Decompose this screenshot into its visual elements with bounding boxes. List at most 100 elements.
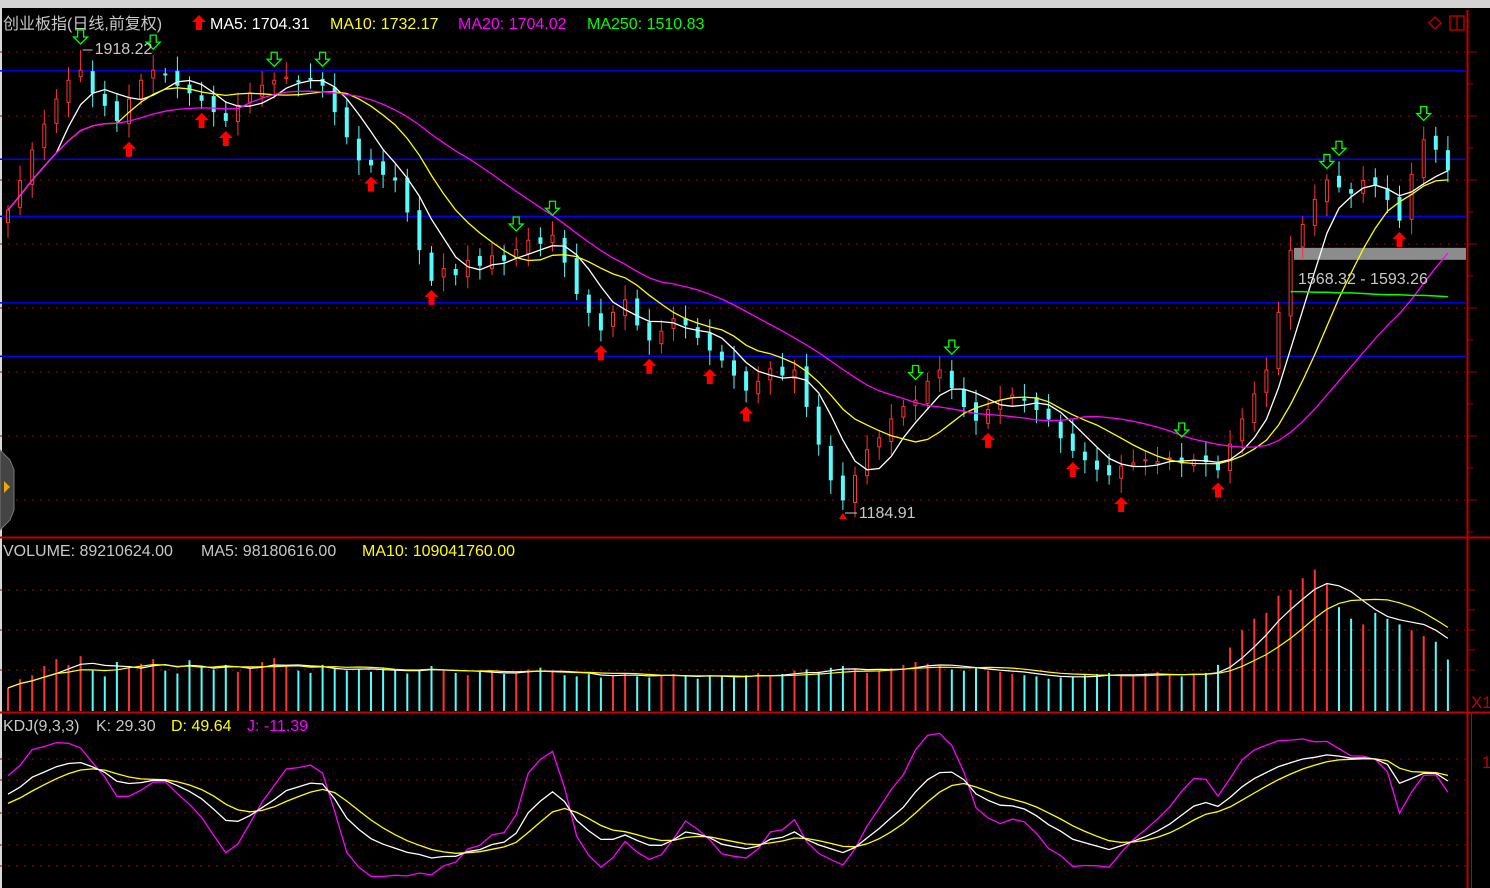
candle-body <box>635 298 640 326</box>
candle-body <box>453 268 458 276</box>
candle-body <box>1095 460 1099 470</box>
candle-body <box>30 149 35 185</box>
candle-body <box>1216 463 1220 471</box>
candle-body <box>828 445 833 481</box>
left-border <box>0 8 2 888</box>
candle-body <box>477 256 482 266</box>
candle-body <box>901 405 906 418</box>
kdj-title: KDJ(9,3,3) <box>3 718 79 735</box>
candle-body <box>211 96 216 113</box>
candle-body <box>1349 189 1354 194</box>
diamond-icon[interactable] <box>1427 15 1443 31</box>
candles <box>6 50 1450 518</box>
candle-body <box>744 371 749 391</box>
candle-body <box>139 79 144 99</box>
candle-body <box>1312 198 1317 226</box>
sell-signal-arrow-icon <box>144 34 162 51</box>
candle-body <box>308 77 313 80</box>
candle-body <box>175 70 180 86</box>
candle-body <box>465 259 470 278</box>
candle-body <box>66 79 71 103</box>
kdj-d-line <box>7 758 1449 854</box>
candle-body <box>647 322 652 341</box>
volume-ma10-readout: MA10: 109041760.00 <box>362 543 515 560</box>
candle-body <box>296 80 301 83</box>
candle-body <box>356 138 361 161</box>
buy-signal-arrow-icon <box>364 176 378 192</box>
candle-body <box>1445 150 1450 171</box>
candle-body <box>1131 462 1136 466</box>
candle-body <box>102 93 107 106</box>
candle-body <box>1119 465 1124 479</box>
candle-body <box>574 258 579 295</box>
ma20-readout: MA20: 1704.02 <box>458 16 567 33</box>
buy-signal-arrow-icon <box>702 369 717 385</box>
volume-bars <box>7 569 1449 711</box>
candle-body <box>369 159 373 166</box>
candle-body <box>6 209 10 224</box>
candle-body <box>1264 369 1269 393</box>
candle-body <box>260 84 265 97</box>
candle-body <box>490 255 494 269</box>
axis-ticks <box>1467 51 1477 671</box>
candle-body <box>695 327 700 338</box>
high-price-label: 1918.22 <box>95 41 153 58</box>
sell-signal-arrow-icon <box>1415 105 1433 122</box>
expand-arrow-icon <box>4 481 10 493</box>
sell-signal-arrow-icon <box>507 216 525 232</box>
candle-body <box>719 351 724 361</box>
kdj-lines <box>7 732 1449 878</box>
volume-scale-label[interactable]: X1 <box>1471 693 1490 712</box>
kdj-axis-label: 1 <box>1482 753 1490 772</box>
candle-body <box>986 409 991 424</box>
split-view-icon[interactable] <box>1449 15 1465 31</box>
sidebar-toggle-tab[interactable] <box>0 449 15 531</box>
volume-ma5-line <box>7 582 1449 689</box>
candle-body <box>877 437 882 448</box>
candle-body <box>816 406 821 445</box>
candle-body <box>1046 408 1051 420</box>
buy-signal-arrow-icon <box>1114 497 1129 513</box>
candle-body <box>1288 249 1293 317</box>
candle-body <box>1252 393 1257 424</box>
candle-body <box>925 380 930 405</box>
range-band[interactable] <box>1294 247 1466 260</box>
candle-body <box>223 113 228 121</box>
candle-body <box>1143 459 1148 462</box>
candle-body <box>151 69 156 79</box>
candle-body <box>78 69 83 78</box>
ma10-readout: MA10: 1732.17 <box>330 16 439 33</box>
candle-body <box>1203 455 1208 463</box>
candle-body <box>1167 457 1172 460</box>
candle-body <box>1240 418 1245 442</box>
signals <box>72 29 1433 519</box>
candle-body <box>562 237 567 263</box>
candle-body <box>1070 433 1075 451</box>
candle-body <box>1385 188 1390 200</box>
buy-signal-arrow-icon <box>1065 462 1080 478</box>
sell-signal-arrow-icon <box>543 200 562 217</box>
candle-body <box>405 177 410 213</box>
sell-signal-arrow-icon <box>72 29 90 45</box>
volume-readout: VOLUME: 89210624.00 <box>3 543 173 560</box>
candle-body <box>1409 173 1414 220</box>
trend-lines[interactable] <box>0 70 1466 358</box>
volume-ma10-line <box>7 598 1449 689</box>
candle-body <box>937 369 942 379</box>
sell-signal-arrow-icon <box>1173 422 1191 438</box>
candle-body <box>502 255 507 261</box>
candle-body <box>344 107 349 138</box>
candle-body <box>54 98 59 124</box>
candle-body <box>1107 465 1112 476</box>
candle-body <box>707 333 712 351</box>
candle-body <box>889 418 894 443</box>
buy-signal-arrow-icon <box>122 141 136 157</box>
ma10-line <box>7 87 1448 465</box>
candle-body <box>659 330 664 345</box>
buy-signal-arrow-icon <box>981 432 996 448</box>
candle-body <box>248 92 252 103</box>
ma5-readout: MA5: 1704.31 <box>210 16 310 33</box>
candle-body <box>320 78 325 86</box>
volume-ma5-readout: MA5: 98180616.00 <box>201 543 336 560</box>
